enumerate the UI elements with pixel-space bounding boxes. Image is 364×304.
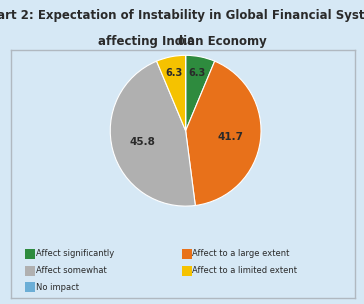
Text: affecting Indian Economy: affecting Indian Economy <box>98 35 266 48</box>
Text: 0.0: 0.0 <box>177 37 194 47</box>
Wedge shape <box>157 55 186 131</box>
Text: Chart 2: Expectation of Instability in Global Financial System: Chart 2: Expectation of Instability in G… <box>0 9 364 22</box>
Text: 6.3: 6.3 <box>189 68 206 78</box>
Wedge shape <box>110 61 195 206</box>
Wedge shape <box>186 61 261 206</box>
Text: Affect to a limited extent: Affect to a limited extent <box>193 266 297 275</box>
Text: Affect somewhat: Affect somewhat <box>36 266 107 275</box>
Wedge shape <box>186 55 215 131</box>
Text: Affect significantly: Affect significantly <box>36 249 114 258</box>
Text: No impact: No impact <box>36 283 79 292</box>
Text: 41.7: 41.7 <box>217 132 244 142</box>
Text: 45.8: 45.8 <box>129 137 155 147</box>
Text: Affect to a large extent: Affect to a large extent <box>193 249 290 258</box>
Text: 6.3: 6.3 <box>166 68 183 78</box>
